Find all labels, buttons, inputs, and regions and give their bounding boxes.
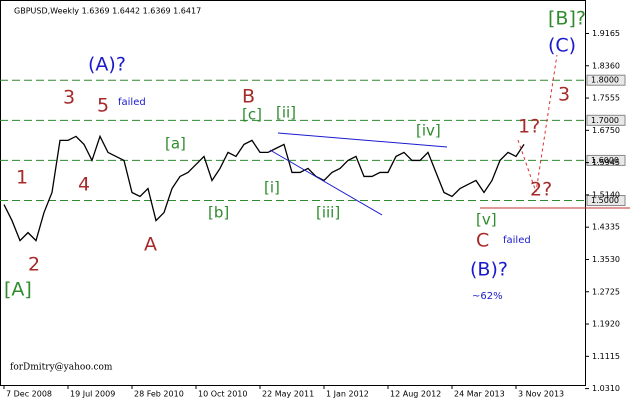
wave-label: [iii]	[316, 204, 340, 222]
y-tick-label: 1.1920	[592, 320, 620, 329]
x-tick-label: 7 Dec 2008	[6, 390, 52, 399]
x-tick-label: 24 Mar 2013	[454, 390, 505, 399]
wave-label: [A]	[4, 279, 32, 301]
trend-line	[269, 149, 383, 216]
y-tick-label: 1.4335	[592, 223, 620, 232]
x-tick-label: 19 Jul 2009	[70, 390, 115, 399]
note: failed	[503, 235, 531, 246]
wave-label: [c]	[242, 106, 262, 124]
level-box	[586, 114, 626, 126]
wave-label: (C)	[548, 35, 576, 57]
wave-label: 4	[78, 174, 90, 196]
level-box	[586, 154, 626, 166]
y-tick-label: 1.7555	[592, 94, 620, 103]
y-tick-label: 1.2725	[592, 287, 620, 296]
wave-label: [i]	[264, 179, 280, 197]
wave-label: (B)?	[470, 259, 508, 281]
price-line	[3, 134, 525, 242]
wave-label: [B]?	[548, 8, 586, 30]
wave-label: 3	[558, 84, 570, 106]
x-tick-label: 12 Aug 2012	[390, 390, 441, 399]
x-tick-label: 3 Nov 2013	[518, 390, 564, 399]
wave-label: 2?	[530, 179, 552, 201]
y-tick-label: 1.5140	[592, 190, 620, 199]
x-tick-label: 10 Oct 2010	[198, 390, 247, 399]
level-label: 1.7000	[591, 116, 619, 125]
wave-label: B	[242, 86, 255, 108]
note: ~62%	[472, 291, 503, 302]
wave-label: [b]	[208, 204, 229, 222]
x-tick-label: 1 Jan 2012	[326, 390, 369, 399]
level-box	[586, 74, 626, 86]
level-label: 1.5000	[591, 196, 619, 205]
y-tick-label: 1.8360	[592, 61, 620, 70]
y-tick-label: 1.0310	[592, 384, 620, 393]
y-tick-label: 1.6750	[592, 126, 620, 135]
y-tick-label: 1.1115	[592, 352, 620, 361]
footer: forDmitry@yahoo.com	[10, 363, 113, 373]
x-tick-label: 22 May 2011	[262, 390, 314, 399]
y-tick-label: 1.9165	[592, 29, 620, 38]
y-tick-label: 1.5945	[592, 158, 620, 167]
level-box	[586, 195, 626, 207]
level-label: 1.8000	[591, 76, 619, 85]
level-label: 1.6000	[591, 156, 619, 165]
wave-label: 3	[63, 87, 75, 109]
plot-frame	[0, 0, 586, 386]
wave-label: (A)?	[88, 54, 126, 76]
note: failed	[118, 97, 146, 108]
y-tick-label: 1.3530	[592, 255, 620, 264]
x-tick-label: 28 Feb 2010	[134, 390, 184, 399]
wave-label: [v]	[476, 211, 497, 229]
wave-label: 1	[16, 167, 28, 189]
wave-label: [a]	[165, 135, 186, 153]
wave-label: [ii]	[276, 104, 296, 122]
wave-label: [iv]	[416, 122, 441, 140]
trend-line	[277, 132, 448, 148]
projection-line	[517, 54, 558, 193]
wave-label: C	[476, 230, 489, 252]
wave-label: 1?	[518, 116, 540, 138]
wave-label: A	[144, 234, 157, 256]
wave-label: 5	[97, 95, 109, 117]
chart-title: GBPUSD,Weekly 1.6369 1.6442 1.6369 1.641…	[14, 7, 201, 16]
wave-label: 2	[28, 254, 40, 276]
